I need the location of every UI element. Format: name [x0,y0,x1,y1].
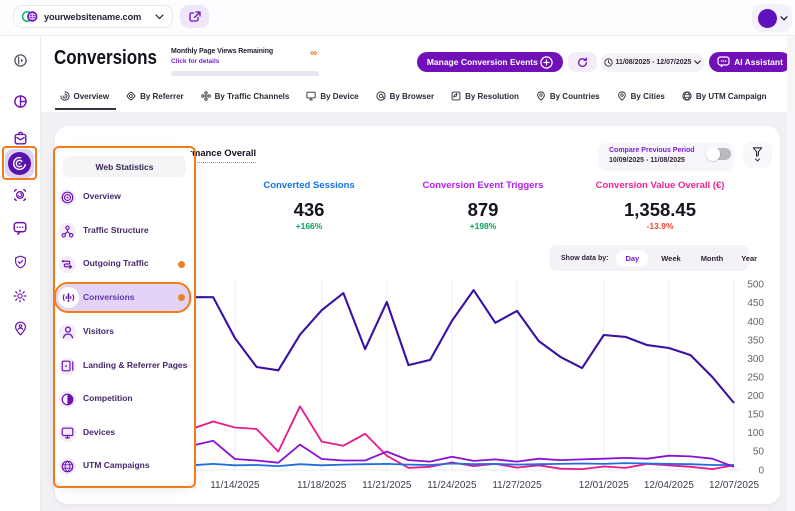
svg-text:50: 50 [753,447,765,458]
svg-text:400: 400 [747,317,764,328]
svg-text:350: 350 [747,335,764,346]
svg-text:300: 300 [747,354,764,365]
svg-text:11/21/2025: 11/21/2025 [362,480,412,491]
svg-text:11/14/2025: 11/14/2025 [210,480,260,491]
svg-text:12/04/2025: 12/04/2025 [644,480,694,491]
svg-text:12/07/2025: 12/07/2025 [709,480,759,491]
svg-text:11/24/2025: 11/24/2025 [427,480,477,491]
svg-text:250: 250 [747,373,764,384]
svg-text:11/18/2025: 11/18/2025 [297,480,347,491]
svg-text:11/27/2025: 11/27/2025 [492,480,542,491]
svg-text:200: 200 [747,391,764,402]
svg-text:12/01/2025: 12/01/2025 [579,480,629,491]
svg-text:100: 100 [747,428,764,439]
svg-text:450: 450 [747,298,764,309]
svg-text:0: 0 [758,465,764,476]
svg-text:500: 500 [747,280,764,291]
svg-text:150: 150 [747,410,764,421]
